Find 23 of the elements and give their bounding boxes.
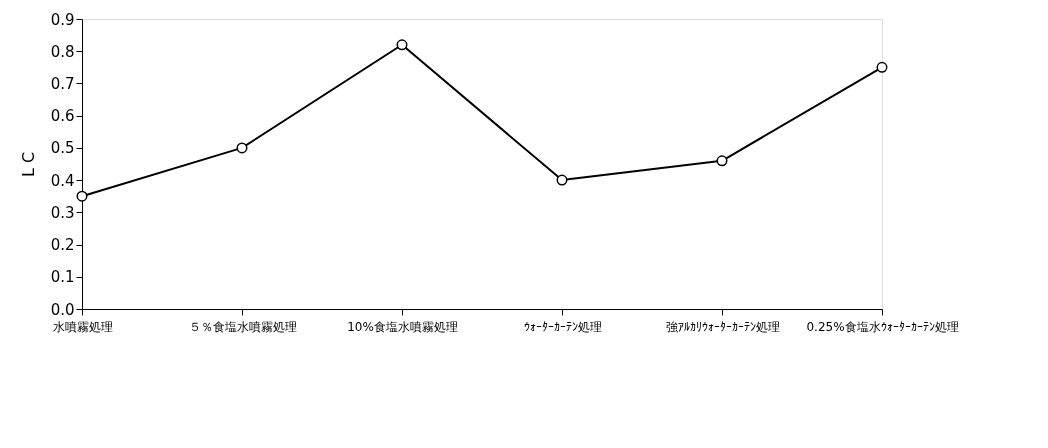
x-tick-label: 水噴霧処理 bbox=[52, 319, 113, 334]
y-tick-label: 0.1 bbox=[50, 268, 75, 287]
point bbox=[716, 155, 728, 167]
y-tick-label: 0.0 bbox=[50, 300, 75, 319]
x-tick-label: ５％食塩水噴霧処理 bbox=[188, 319, 297, 334]
y-tick-label: 0.9 bbox=[50, 10, 75, 29]
x-tick-label: ｳｫｰﾀｰｶｰﾃﾝ処理 bbox=[523, 319, 602, 334]
y-tick-label: 0.7 bbox=[50, 74, 75, 93]
y-tick-label: 0.8 bbox=[50, 42, 75, 61]
x-tick-label: 10%食塩水噴霧処理 bbox=[347, 319, 458, 334]
point bbox=[396, 39, 408, 51]
y-tick-label: 0.6 bbox=[50, 107, 75, 126]
y-tick-label: 0.4 bbox=[50, 171, 75, 190]
point bbox=[876, 61, 888, 73]
x-tick-label: 0.25%食塩水ｳｫｰﾀｰｶｰﾃﾝ処理 bbox=[806, 319, 959, 334]
y-tick-label: 0.5 bbox=[50, 139, 75, 158]
point bbox=[76, 190, 88, 202]
y-tick-label: 0.2 bbox=[50, 236, 75, 255]
y-tick-label: 0.3 bbox=[50, 203, 75, 222]
point bbox=[556, 174, 568, 186]
point bbox=[236, 142, 248, 154]
y-axis-title: L C bbox=[18, 151, 38, 178]
x-tick-label: 強ｱﾙｶﾘｳｫｰﾀｰｶｰﾃﾝ処理 bbox=[665, 319, 780, 334]
